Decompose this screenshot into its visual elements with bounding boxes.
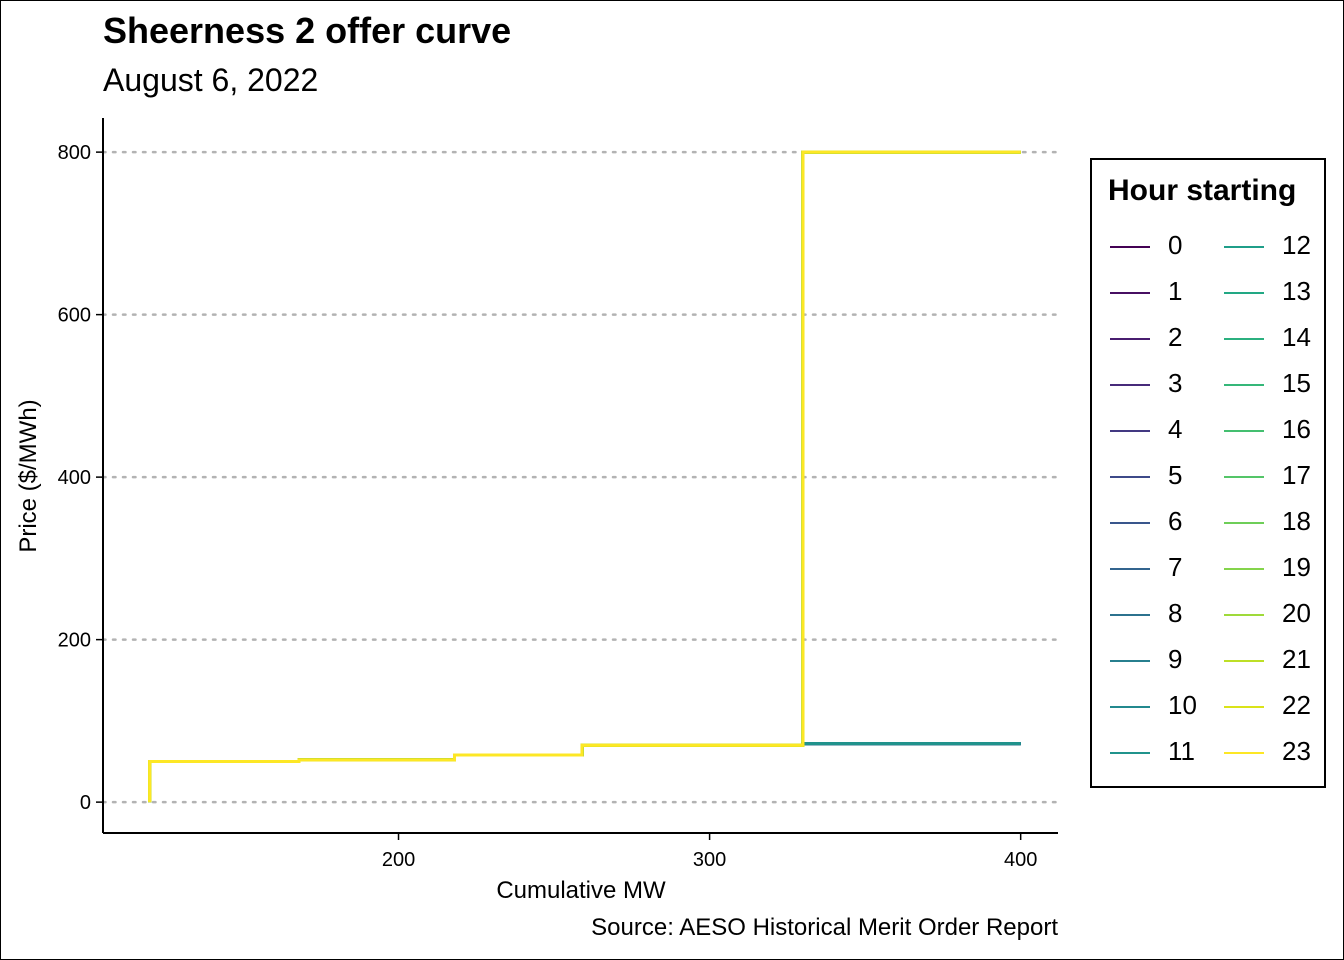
legend-swatch bbox=[1110, 476, 1150, 478]
legend-label: 6 bbox=[1168, 506, 1183, 536]
axes: 0 200 400 600 800 200 300 400 bbox=[58, 118, 1058, 871]
series-line-hour-4 bbox=[148, 742, 1021, 803]
y-tick-label-400: 400 bbox=[58, 467, 91, 489]
legend-swatch bbox=[1224, 430, 1264, 432]
legend-swatch bbox=[1224, 246, 1264, 248]
x-tick-label-200: 200 bbox=[382, 849, 415, 871]
legend-swatch bbox=[1110, 706, 1150, 708]
legend-label: 1 bbox=[1168, 276, 1183, 306]
series-lines bbox=[148, 150, 1021, 803]
legend-label: 16 bbox=[1282, 414, 1311, 444]
y-tick-label-600: 600 bbox=[58, 305, 91, 327]
legend-label: 9 bbox=[1168, 644, 1183, 674]
legend-swatch bbox=[1224, 476, 1264, 478]
legend-label: 18 bbox=[1282, 506, 1311, 536]
legend-swatch bbox=[1224, 568, 1264, 570]
series-line-hour-2 bbox=[148, 742, 1021, 803]
series-line-hour-0 bbox=[148, 742, 1021, 803]
legend-label: 20 bbox=[1282, 598, 1311, 628]
legend-swatch bbox=[1110, 660, 1150, 662]
legend-label: 19 bbox=[1282, 552, 1311, 582]
legend-swatch bbox=[1110, 246, 1150, 248]
legend-label: 21 bbox=[1282, 644, 1311, 674]
x-axis-title: Cumulative MW bbox=[496, 877, 666, 904]
legend-swatch bbox=[1110, 568, 1150, 570]
legend-swatch bbox=[1110, 338, 1150, 340]
series-line-hour-11 bbox=[148, 742, 1021, 803]
y-tick-label-200: 200 bbox=[58, 630, 91, 652]
legend-label: 2 bbox=[1168, 322, 1183, 352]
legend-swatch bbox=[1224, 292, 1264, 294]
x-tick-label-400: 400 bbox=[1004, 849, 1037, 871]
legend-swatch bbox=[1110, 384, 1150, 386]
x-tick-label-300: 300 bbox=[693, 849, 726, 871]
series-line-hour-7 bbox=[148, 742, 1021, 803]
series-line-hour-8 bbox=[148, 742, 1021, 803]
legend-swatch bbox=[1224, 338, 1264, 340]
legend-label: 17 bbox=[1282, 460, 1311, 490]
legend-label: 23 bbox=[1282, 736, 1311, 766]
legend-swatch bbox=[1224, 384, 1264, 386]
series-line-hour-10 bbox=[148, 742, 1021, 803]
y-axis-title: Price ($/MWh) bbox=[15, 399, 42, 552]
legend-label: 11 bbox=[1168, 736, 1195, 766]
legend-swatch bbox=[1110, 522, 1150, 524]
grid-lines bbox=[101, 150, 1060, 804]
series-line-hour-23 bbox=[148, 150, 1021, 803]
legend-swatch bbox=[1224, 706, 1264, 708]
legend-swatch bbox=[1110, 292, 1150, 294]
legend-label: 0 bbox=[1168, 230, 1183, 260]
series-line-hour-5 bbox=[148, 742, 1021, 803]
legend-swatch bbox=[1110, 430, 1150, 432]
legend-swatch bbox=[1224, 614, 1264, 616]
series-line-hour-9 bbox=[148, 742, 1021, 803]
legend-swatch bbox=[1110, 752, 1150, 754]
legend-label: 7 bbox=[1168, 552, 1183, 582]
legend-label: 14 bbox=[1282, 322, 1311, 352]
series-line-hour-3 bbox=[148, 742, 1021, 803]
legend-label: 22 bbox=[1282, 690, 1311, 720]
legend: Hour starting 0 1 2 3 4 5 6 7 8 9 10 11 12 13 14 15 16 1… bbox=[1090, 158, 1326, 788]
legend-label: 10 bbox=[1168, 690, 1197, 720]
legend-label: 8 bbox=[1168, 598, 1183, 628]
legend-label: 5 bbox=[1168, 460, 1183, 490]
y-tick-label-0: 0 bbox=[80, 792, 91, 814]
legend-label: 15 bbox=[1282, 368, 1311, 398]
chart-title: Sheerness 2 offer curve bbox=[103, 10, 512, 51]
legend-label: 3 bbox=[1168, 368, 1183, 398]
legend-label: 12 bbox=[1282, 230, 1311, 260]
series-line-hour-1 bbox=[148, 742, 1021, 803]
legend-label: 4 bbox=[1168, 414, 1183, 444]
legend-swatch bbox=[1224, 660, 1264, 662]
chart-subtitle: August 6, 2022 bbox=[103, 62, 319, 98]
legend-swatch bbox=[1224, 522, 1264, 524]
legend-title: Hour starting bbox=[1108, 174, 1297, 207]
legend-swatch bbox=[1224, 752, 1264, 754]
legend-label: 13 bbox=[1282, 276, 1311, 306]
chart-caption: Source: AESO Historical Merit Order Repo… bbox=[591, 914, 1058, 941]
y-tick-label-800: 800 bbox=[58, 142, 91, 164]
series-line-hour-6 bbox=[148, 742, 1021, 803]
legend-swatch bbox=[1110, 614, 1150, 616]
